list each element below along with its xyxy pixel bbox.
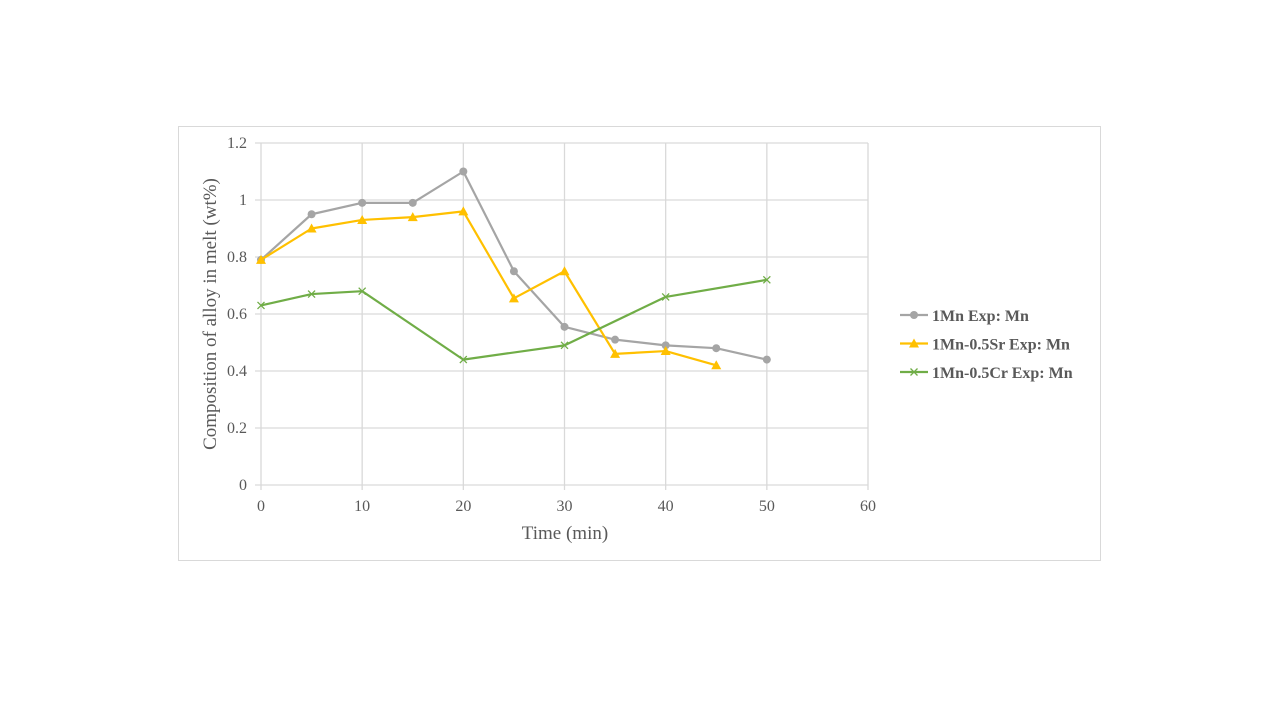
x-marker xyxy=(459,355,468,364)
series-line xyxy=(257,167,771,364)
circle-marker xyxy=(661,341,670,350)
legend-item: 1Mn-0.5Sr Exp: Mn xyxy=(900,337,1070,354)
triangle-marker xyxy=(508,293,519,303)
y-tick-label: 0.2 xyxy=(227,420,247,437)
triangle-marker xyxy=(610,348,621,358)
triangle-marker xyxy=(711,360,722,370)
y-tick-label: 0.8 xyxy=(227,249,247,266)
triangle-marker xyxy=(407,212,418,222)
triangle-marker xyxy=(256,254,266,264)
gridlines xyxy=(255,142,869,490)
x-marker xyxy=(307,290,316,299)
tick-labels: 0 0.2 0.4 0.6 0.8 1 1.2 0 10 20 30 40 50 60 xyxy=(227,135,876,515)
series-line xyxy=(256,206,722,370)
x-marker xyxy=(762,275,771,284)
x-tick-label: 50 xyxy=(759,498,775,515)
data-series xyxy=(256,167,771,370)
x-marker xyxy=(661,292,670,301)
series-line xyxy=(257,275,771,364)
circle-marker xyxy=(560,322,569,331)
triangle-marker xyxy=(660,346,671,356)
legend: 1Mn Exp: Mn 1Mn-0.5Sr Exp: Mn 1Mn-0.5Cr Ex… xyxy=(900,308,1073,382)
triangle-marker xyxy=(357,214,368,224)
triangle-marker xyxy=(559,266,570,276)
circle-marker xyxy=(910,311,918,319)
circle-marker xyxy=(358,198,367,207)
y-tick-label: 1.2 xyxy=(227,135,247,152)
circle-marker xyxy=(459,167,468,176)
circle-marker xyxy=(307,210,316,219)
y-axis-title: Composition of alloy in melt (wt%) xyxy=(200,178,221,450)
triangle-marker xyxy=(458,206,469,216)
x-axis-title: Time (min) xyxy=(522,523,608,544)
legend-item: 1Mn-0.5Cr Exp: Mn xyxy=(900,365,1073,382)
x-marker xyxy=(560,341,569,350)
legend-label: 1Mn-0.5Sr Exp: Mn xyxy=(932,337,1070,354)
x-marker xyxy=(910,368,918,376)
y-tick-label: 0 xyxy=(239,477,247,494)
triangle-marker xyxy=(909,338,919,348)
x-tick-label: 40 xyxy=(658,498,674,515)
x-tick-label: 30 xyxy=(557,498,573,515)
triangle-marker xyxy=(306,223,317,233)
x-marker xyxy=(358,287,367,296)
legend-label: 1Mn-0.5Cr Exp: Mn xyxy=(932,365,1073,382)
circle-marker xyxy=(509,267,518,276)
circle-marker xyxy=(712,344,721,353)
x-tick-label: 0 xyxy=(257,498,265,515)
x-tick-label: 60 xyxy=(860,498,876,515)
x-tick-label: 10 xyxy=(354,498,370,515)
circle-marker xyxy=(762,355,771,364)
circle-marker xyxy=(611,335,620,344)
y-tick-label: 0.4 xyxy=(227,363,247,380)
circle-marker xyxy=(408,198,417,207)
legend-item: 1Mn Exp: Mn xyxy=(900,308,1029,325)
x-tick-label: 20 xyxy=(455,498,471,515)
y-tick-label: 1 xyxy=(239,192,247,209)
legend-label: 1Mn Exp: Mn xyxy=(932,308,1029,325)
x-marker xyxy=(257,301,265,310)
y-tick-label: 0.6 xyxy=(227,306,247,323)
